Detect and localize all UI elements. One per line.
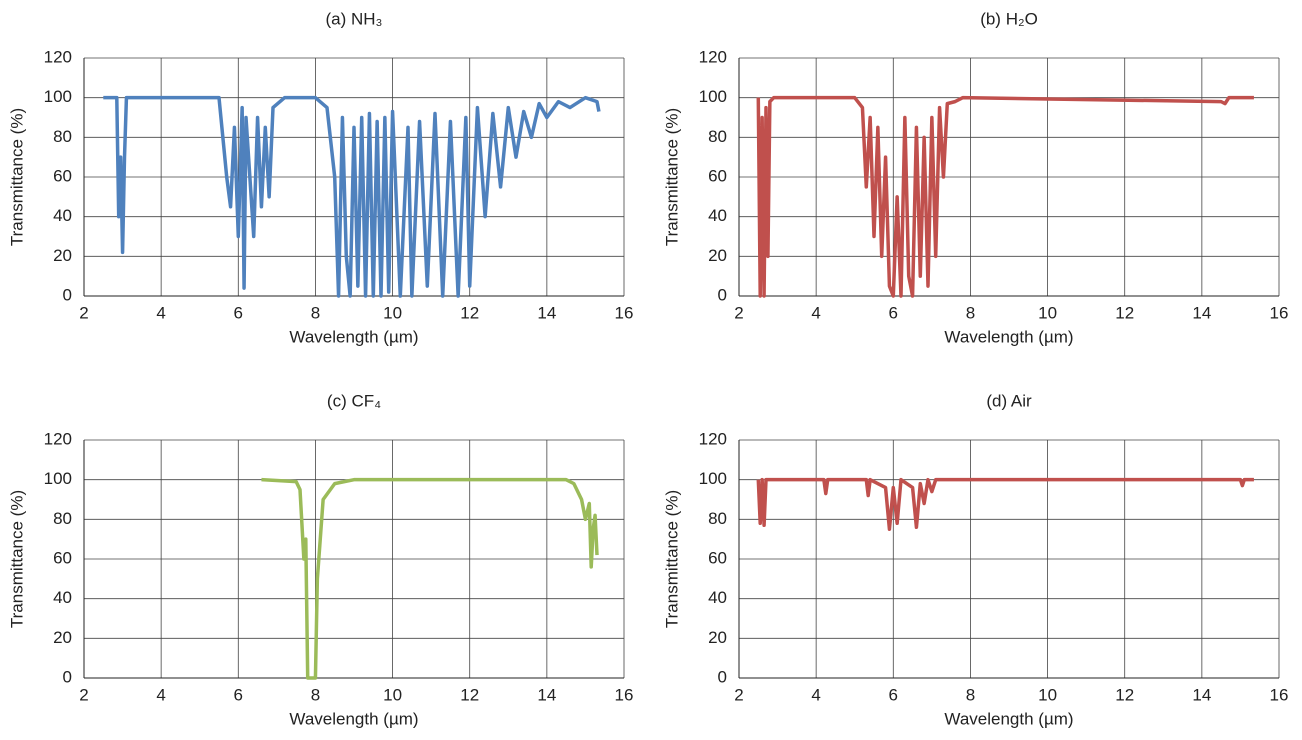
y-tick-label: 80	[708, 127, 727, 146]
y-tick-label: 80	[708, 509, 727, 528]
x-tick-label: 14	[537, 685, 556, 704]
chart-title: (c) CF₄	[327, 391, 381, 410]
x-tick-label: 16	[1270, 303, 1289, 322]
y-tick-label: 20	[53, 246, 72, 265]
y-tick-label: 40	[53, 588, 72, 607]
x-tick-label: 6	[889, 685, 898, 704]
x-tick-label: 10	[383, 303, 402, 322]
x-tick-label: 2	[734, 685, 743, 704]
x-tick-label: 10	[1038, 685, 1057, 704]
y-tick-label: 60	[708, 166, 727, 185]
y-tick-label: 100	[699, 469, 727, 488]
x-tick-label: 6	[889, 303, 898, 322]
x-tick-label: 12	[460, 303, 479, 322]
y-tick-label: 60	[53, 166, 72, 185]
x-tick-label: 14	[1192, 303, 1211, 322]
y-tick-label: 0	[718, 285, 727, 304]
x-tick-label: 8	[311, 685, 320, 704]
y-tick-label: 120	[699, 429, 727, 448]
y-tick-label: 100	[44, 87, 72, 106]
y-axis-label: Transmittance (%)	[7, 490, 26, 628]
x-tick-label: 4	[811, 303, 820, 322]
spectrum-line	[756, 95, 1254, 298]
y-tick-label: 0	[63, 667, 72, 686]
y-tick-label: 100	[699, 87, 727, 106]
x-tick-label: 14	[1192, 685, 1211, 704]
y-tick-label: 60	[53, 548, 72, 567]
x-tick-label: 2	[734, 303, 743, 322]
y-axis-label: Transmittance (%)	[662, 108, 681, 246]
y-tick-label: 120	[699, 47, 727, 66]
x-tick-label: 12	[1115, 303, 1134, 322]
y-tick-label: 80	[53, 127, 72, 146]
y-tick-label: 0	[63, 285, 72, 304]
y-tick-label: 60	[708, 548, 727, 567]
y-tick-label: 40	[708, 588, 727, 607]
y-tick-label: 20	[708, 628, 727, 647]
x-tick-label: 10	[383, 685, 402, 704]
x-tick-label: 10	[1038, 303, 1057, 322]
x-axis-label: Wavelength (µm)	[289, 709, 418, 728]
spectrum-line	[103, 95, 601, 298]
chart-title: (d) Air	[986, 391, 1032, 410]
x-tick-label: 2	[79, 303, 88, 322]
y-tick-label: 20	[708, 246, 727, 265]
x-tick-label: 4	[156, 303, 165, 322]
x-tick-label: 6	[234, 685, 243, 704]
x-axis-label: Wavelength (µm)	[944, 709, 1073, 728]
x-axis-label: Wavelength (µm)	[944, 327, 1073, 346]
y-tick-label: 20	[53, 628, 72, 647]
y-tick-label: 120	[44, 429, 72, 448]
x-tick-label: 2	[79, 685, 88, 704]
y-tick-label: 0	[718, 667, 727, 686]
x-tick-label: 8	[966, 303, 975, 322]
y-tick-label: 80	[53, 509, 72, 528]
x-tick-label: 6	[234, 303, 243, 322]
y-axis-label: Transmittance (%)	[7, 108, 26, 246]
chart-title: (a) NH₃	[326, 9, 383, 28]
x-tick-label: 8	[311, 303, 320, 322]
spectrum-line	[756, 477, 1254, 531]
y-tick-label: 120	[44, 47, 72, 66]
x-tick-label: 16	[615, 685, 634, 704]
x-tick-label: 16	[615, 303, 634, 322]
x-tick-label: 16	[1270, 685, 1289, 704]
x-tick-label: 4	[811, 685, 820, 704]
y-tick-label: 40	[708, 206, 727, 225]
x-tick-label: 12	[1115, 685, 1134, 704]
chart-title: (b) H₂O	[980, 9, 1038, 28]
spectrum-line	[261, 477, 599, 680]
y-tick-label: 40	[53, 206, 72, 225]
x-axis-label: Wavelength (µm)	[289, 327, 418, 346]
y-tick-label: 100	[44, 469, 72, 488]
x-tick-label: 12	[460, 685, 479, 704]
y-axis-label: Transmittance (%)	[662, 490, 681, 628]
x-tick-label: 8	[966, 685, 975, 704]
x-tick-label: 14	[537, 303, 556, 322]
x-tick-label: 4	[156, 685, 165, 704]
